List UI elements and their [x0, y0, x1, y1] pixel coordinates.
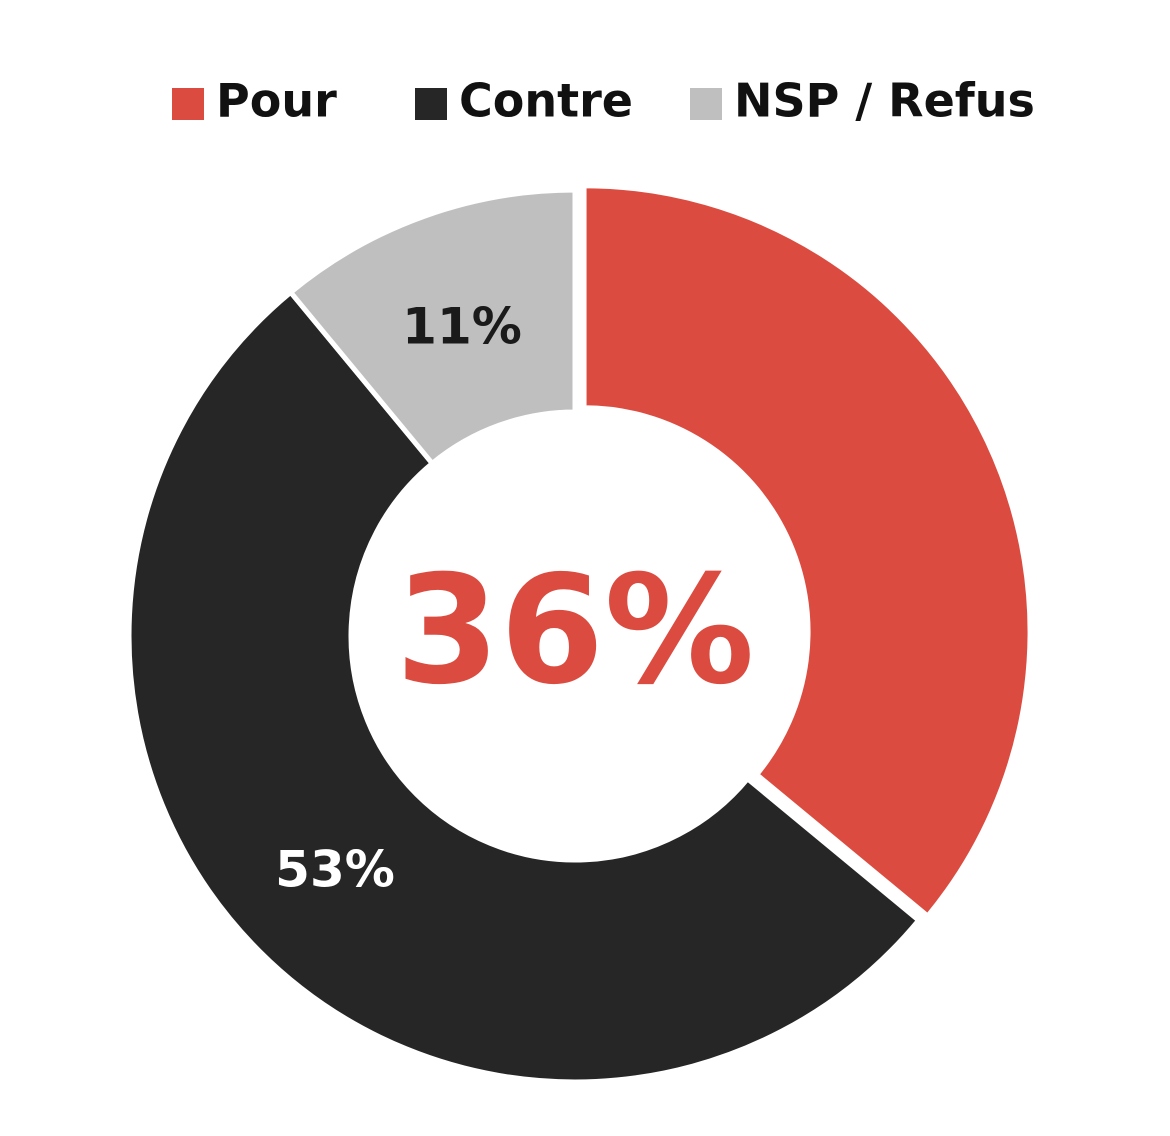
legend-label: NSP / Refus: [734, 74, 1035, 128]
donut-slice: [287, 187, 578, 467]
legend-swatch: [172, 88, 204, 120]
legend-label: Pour: [216, 74, 337, 128]
donut-slice: [581, 183, 1033, 920]
center-label: 36%: [395, 544, 754, 718]
data-label: 11%: [402, 298, 522, 356]
legend-swatch: [415, 88, 447, 120]
legend-label: Contre: [459, 74, 633, 128]
donut-slice: [126, 288, 923, 1085]
legend-swatch: [690, 88, 722, 120]
data-label: 53%: [275, 841, 395, 899]
